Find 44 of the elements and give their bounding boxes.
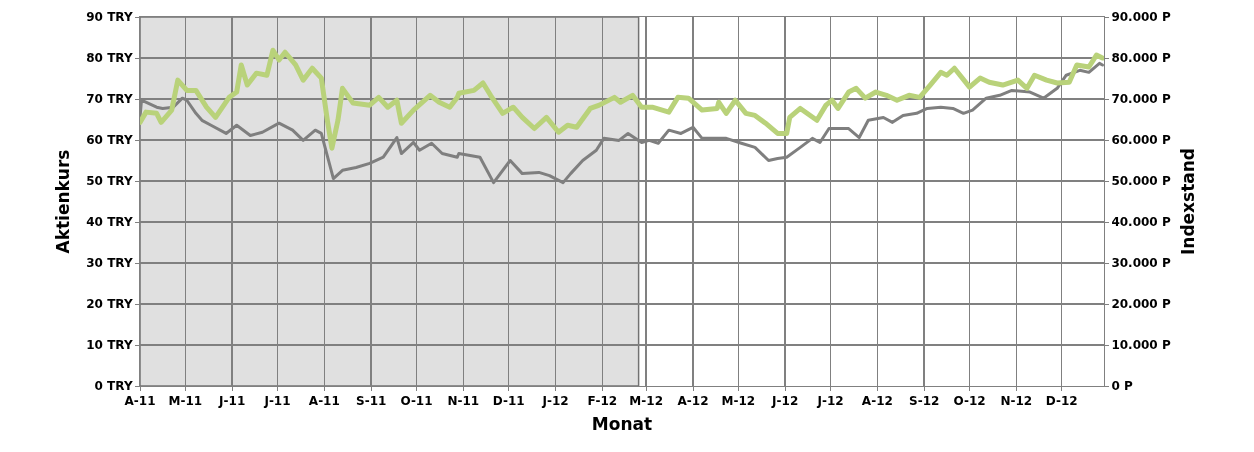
- x-tick-label: S-12: [909, 394, 940, 409]
- y2-tick-label: 40.000 P: [1111, 215, 1171, 230]
- y2-tick-label: 90.000 P: [1111, 10, 1171, 25]
- y-tick-label: 10 TRY: [86, 338, 133, 353]
- x-tick-label: F-12: [587, 394, 618, 409]
- x-tick-label: J-12: [816, 394, 844, 409]
- y-tick-label: 40 TRY: [86, 215, 133, 230]
- x-tick-label: A-11: [308, 394, 340, 409]
- y2-tick-label: 0 P: [1111, 379, 1133, 394]
- x-tick-label: D-11: [492, 394, 525, 409]
- x-tick-label: N-11: [447, 394, 480, 409]
- x-tick-label: A-12: [677, 394, 709, 409]
- x-tick-label: A-12: [861, 394, 893, 409]
- y2-tick-label: 30.000 P: [1111, 256, 1171, 271]
- x-axis-title: Monat: [591, 413, 653, 434]
- x-tick-label: J-12: [541, 394, 569, 409]
- x-tick-label: S-11: [356, 394, 387, 409]
- y2-tick-label: 70.000 P: [1111, 92, 1171, 107]
- y-tick-label: 0 TRY: [94, 379, 133, 394]
- x-tick-label: M-12: [629, 394, 663, 409]
- x-tick-label: D-12: [1045, 394, 1078, 409]
- y2-tick-label: 50.000 P: [1111, 174, 1171, 189]
- x-tick-label: M-12: [721, 394, 756, 409]
- x-tick-label: N-12: [1000, 394, 1033, 409]
- x-tick-label: J-11: [263, 394, 291, 409]
- x-tick-label: M-11: [168, 394, 203, 409]
- x-tick-label: O-12: [953, 394, 986, 409]
- x-tick-label: O-11: [400, 394, 433, 409]
- y2-tick-label: 80.000 P: [1111, 51, 1171, 66]
- x-tick-label: J-11: [218, 394, 246, 409]
- y-tick-label: 90 TRY: [86, 10, 133, 25]
- y2-tick-label: 60.000 P: [1111, 133, 1171, 148]
- y2-tick-label: 20.000 P: [1111, 297, 1171, 312]
- y-tick-label: 50 TRY: [86, 174, 133, 189]
- y2-tick-label: 10.000 P: [1111, 338, 1171, 353]
- y-tick-label: 80 TRY: [86, 51, 133, 66]
- y-tick-label: 30 TRY: [86, 256, 133, 271]
- y-tick-label: 20 TRY: [86, 297, 133, 312]
- x-tick-label: J-12: [771, 394, 799, 409]
- y-tick-label: 70 TRY: [86, 92, 133, 107]
- x-tick-label: A-11: [124, 394, 156, 409]
- y-axis-title: Aktienkurs: [52, 149, 73, 254]
- y-tick-label: 60 TRY: [86, 133, 133, 148]
- y2-axis-title: Indexstand: [1178, 147, 1199, 256]
